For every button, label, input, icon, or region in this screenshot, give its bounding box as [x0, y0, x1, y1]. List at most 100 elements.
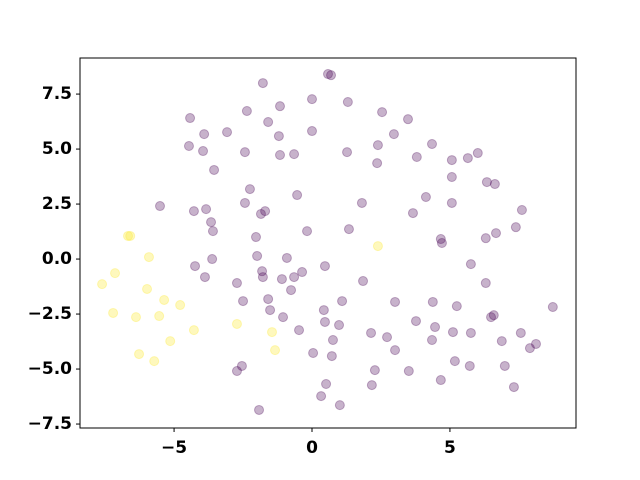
point: [337, 296, 348, 307]
point: [175, 300, 186, 311]
point: [496, 336, 507, 347]
point: [403, 366, 414, 377]
point: [411, 151, 422, 162]
point: [465, 259, 476, 270]
point: [154, 311, 165, 322]
point: [472, 148, 483, 159]
point: [323, 69, 333, 80]
point: [97, 279, 108, 290]
point: [289, 272, 300, 283]
point: [183, 140, 194, 151]
point: [159, 294, 170, 305]
y-tick-label: 7.5: [42, 84, 72, 104]
point: [319, 261, 330, 272]
point: [343, 224, 354, 235]
point: [446, 172, 457, 183]
point: [270, 345, 281, 356]
point: [198, 146, 209, 157]
point: [436, 238, 447, 248]
point: [275, 150, 285, 161]
point: [489, 179, 500, 190]
point: [239, 197, 250, 208]
point: [207, 254, 218, 265]
point: [342, 147, 353, 158]
point: [480, 278, 491, 289]
point: [427, 139, 437, 150]
point: [236, 360, 247, 371]
point: [491, 228, 501, 239]
point: [308, 347, 319, 358]
point: [465, 327, 476, 338]
point: [207, 226, 218, 237]
point: [411, 316, 421, 327]
point: [326, 351, 337, 362]
point: [451, 301, 462, 312]
point: [510, 222, 521, 233]
point: [321, 379, 332, 390]
y-tick-label: 5.0: [42, 139, 72, 159]
point: [430, 322, 441, 333]
point: [435, 375, 446, 386]
point: [199, 272, 210, 283]
point: [110, 268, 121, 279]
point: [462, 153, 473, 164]
plot-frame: [79, 57, 577, 429]
point: [142, 283, 153, 294]
point: [377, 107, 388, 118]
point: [326, 70, 337, 81]
point: [222, 127, 233, 138]
point: [278, 312, 289, 323]
point: [372, 158, 383, 169]
point: [201, 204, 212, 215]
point: [342, 96, 353, 107]
point: [481, 177, 492, 188]
point: [267, 327, 277, 338]
point: [231, 366, 242, 377]
point: [143, 252, 154, 263]
point: [281, 252, 292, 263]
point: [244, 184, 255, 195]
point: [209, 164, 220, 175]
point: [524, 343, 535, 354]
point: [307, 94, 317, 105]
point: [257, 78, 268, 89]
point: [366, 380, 377, 391]
point: [531, 338, 541, 349]
point: [265, 305, 276, 316]
point: [499, 360, 510, 371]
point: [297, 267, 308, 278]
x-tick-label: 5: [444, 438, 456, 458]
point: [188, 325, 199, 336]
y-tick-label: −7.5: [28, 414, 72, 434]
y-tick-label: −2.5: [28, 304, 72, 324]
y-tick-label: 2.5: [42, 194, 72, 214]
point: [155, 201, 165, 212]
point: [276, 274, 287, 285]
point: [125, 230, 136, 241]
point: [273, 131, 284, 142]
point: [464, 360, 475, 371]
point: [254, 404, 265, 415]
point: [292, 190, 303, 201]
point: [188, 206, 199, 217]
point: [190, 261, 201, 272]
point: [547, 302, 558, 313]
point: [108, 307, 119, 318]
point: [123, 230, 133, 241]
point: [231, 318, 242, 329]
y-tick-label: −5.0: [28, 359, 73, 379]
point: [388, 129, 399, 140]
point: [134, 349, 145, 360]
point: [307, 126, 317, 137]
point: [372, 140, 383, 151]
point: [257, 272, 268, 283]
point: [165, 336, 176, 347]
point: [286, 285, 297, 296]
point: [289, 149, 300, 160]
point: [446, 155, 457, 166]
point: [516, 205, 527, 216]
point: [238, 296, 249, 307]
point: [369, 365, 380, 376]
point: [403, 114, 413, 125]
point: [358, 276, 369, 287]
